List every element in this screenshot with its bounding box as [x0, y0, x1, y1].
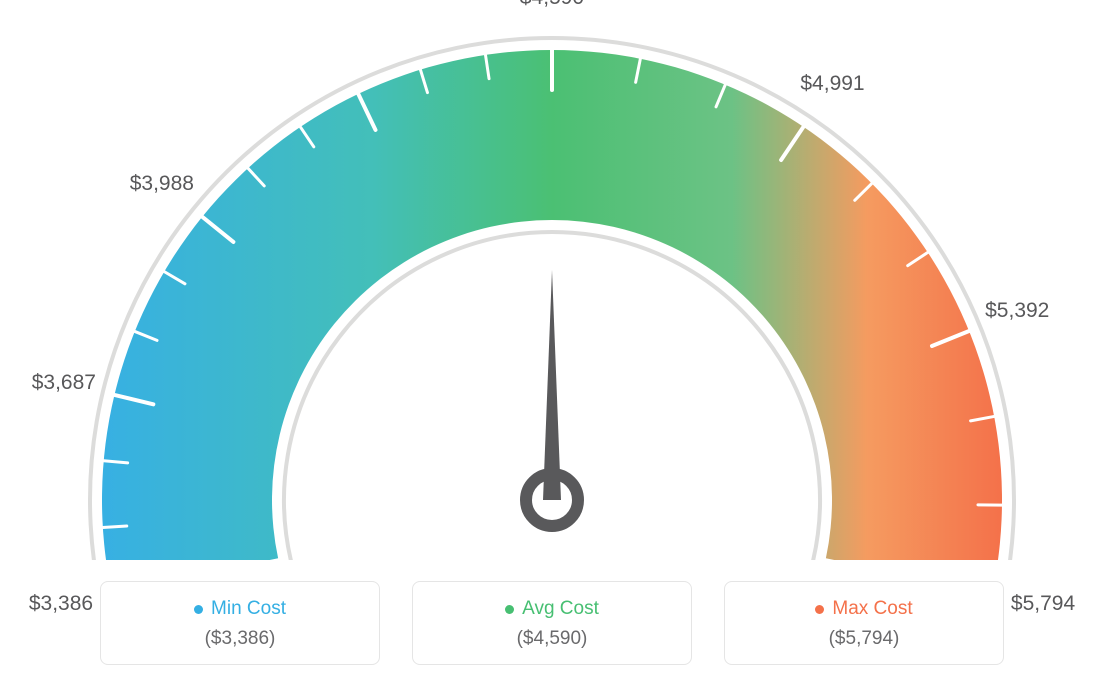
legend-value-min: ($3,386) [111, 628, 369, 650]
legend-value-avg: ($4,590) [423, 628, 681, 650]
legend-card-min: Min Cost ($3,386) [100, 581, 380, 665]
gauge-svg [0, 0, 1104, 560]
dot-icon [194, 605, 203, 614]
cost-gauge-chart: $3,386$3,687$3,988$4,590$4,991$5,392$5,7… [0, 0, 1104, 560]
legend-title-min: Min Cost [194, 598, 286, 620]
gauge-tick-label: $3,687 [32, 371, 96, 395]
dot-icon [505, 605, 514, 614]
legend-title-avg: Avg Cost [505, 598, 599, 620]
dot-icon [815, 605, 824, 614]
legend-title-max: Max Cost [815, 598, 912, 620]
gauge-tick-label: $5,392 [985, 299, 1049, 323]
gauge-tick-label: $4,991 [800, 72, 864, 96]
legend-label-max: Max Cost [832, 598, 912, 620]
gauge-tick-label: $4,590 [520, 0, 584, 10]
gauge-tick-label: $3,988 [130, 172, 194, 196]
legend-card-max: Max Cost ($5,794) [724, 581, 1004, 665]
legend-value-max: ($5,794) [735, 628, 993, 650]
legend-card-avg: Avg Cost ($4,590) [412, 581, 692, 665]
legend-label-avg: Avg Cost [522, 598, 599, 620]
legend-row: Min Cost ($3,386) Avg Cost ($4,590) Max … [0, 581, 1104, 665]
legend-label-min: Min Cost [211, 598, 286, 620]
